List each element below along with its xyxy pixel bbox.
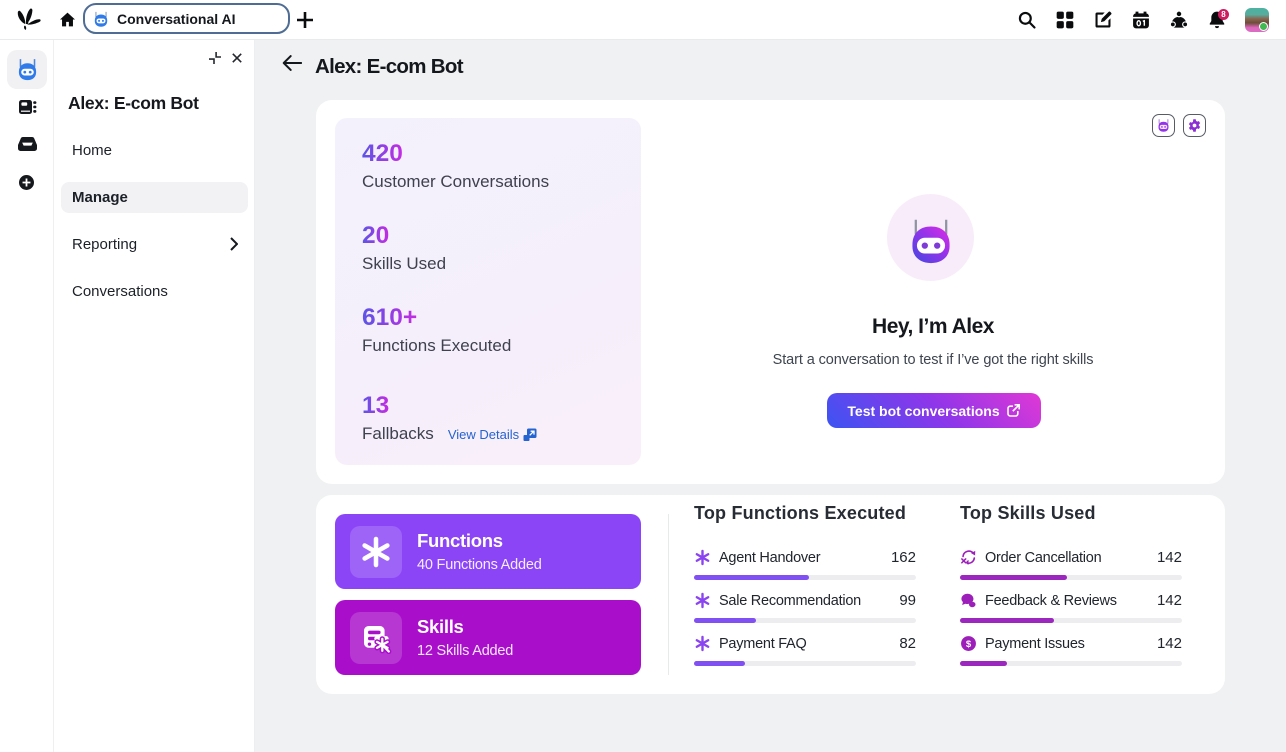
svg-text:$: $ (966, 639, 972, 650)
